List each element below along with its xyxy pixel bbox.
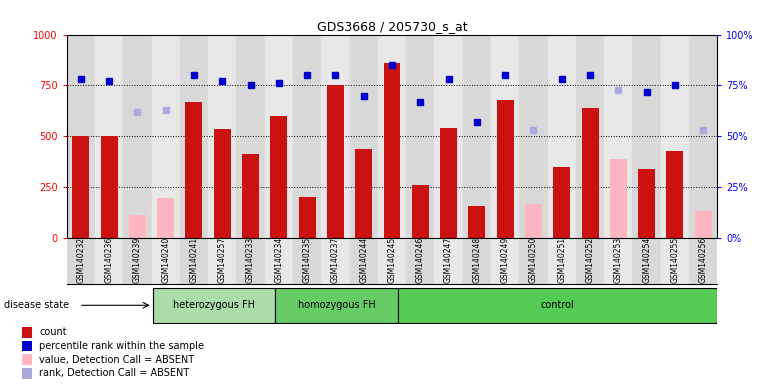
Bar (406, 35, 434, 238)
Text: value, Detection Call = ABSENT: value, Detection Call = ABSENT (39, 354, 194, 364)
Text: control: control (541, 300, 575, 310)
Bar (689, 238, 717, 284)
Bar (72, 136, 89, 238)
Bar (491, 238, 519, 284)
Bar (468, 205, 485, 238)
Bar (378, 238, 406, 284)
Bar (129, 215, 146, 238)
Bar (497, 100, 514, 238)
Bar (123, 238, 151, 284)
Text: rank, Detection Call = ABSENT: rank, Detection Call = ABSENT (39, 368, 190, 378)
Bar (123, 35, 151, 238)
Bar (95, 35, 123, 238)
Bar (661, 35, 689, 238)
Bar (463, 35, 491, 238)
Bar (576, 238, 604, 284)
Bar (270, 116, 287, 238)
Bar (95, 238, 123, 284)
Bar (321, 35, 350, 238)
Bar (434, 238, 463, 284)
Bar (604, 35, 633, 238)
Bar (151, 238, 180, 284)
Bar (242, 154, 259, 238)
Title: GDS3668 / 205730_s_at: GDS3668 / 205730_s_at (317, 20, 467, 33)
Bar (440, 128, 457, 238)
Bar (355, 149, 372, 238)
Bar (22, 354, 32, 365)
Text: disease state: disease state (4, 300, 69, 310)
Text: percentile rank within the sample: percentile rank within the sample (39, 341, 205, 351)
Bar (633, 35, 661, 238)
Bar (157, 199, 174, 238)
Bar (299, 197, 316, 238)
Text: heterozygous FH: heterozygous FH (173, 300, 255, 310)
Bar (293, 35, 321, 238)
Bar (666, 151, 684, 238)
Bar (547, 238, 576, 284)
Bar (547, 35, 576, 238)
Bar (406, 238, 434, 284)
Bar (604, 238, 633, 284)
Bar (695, 210, 712, 238)
Bar (180, 238, 208, 284)
Bar (237, 35, 265, 238)
Bar (22, 368, 32, 379)
Bar (463, 238, 491, 284)
Bar (378, 35, 406, 238)
Bar (153, 288, 275, 323)
Bar (434, 35, 463, 238)
Text: count: count (39, 327, 67, 337)
Bar (327, 86, 344, 238)
Bar (350, 238, 378, 284)
Bar (638, 169, 655, 238)
Bar (525, 205, 542, 238)
Bar (398, 288, 717, 323)
Bar (237, 238, 265, 284)
Bar (633, 238, 661, 284)
Bar (275, 288, 398, 323)
Bar (208, 35, 237, 238)
Bar (293, 238, 321, 284)
Bar (22, 327, 32, 338)
Bar (554, 167, 570, 238)
Bar (265, 35, 293, 238)
Bar (265, 238, 293, 284)
Bar (208, 238, 237, 284)
Bar (67, 35, 95, 238)
Bar (100, 136, 118, 238)
Bar (67, 238, 95, 284)
Bar (321, 238, 350, 284)
Bar (22, 341, 32, 351)
Bar (576, 35, 604, 238)
Bar (151, 35, 180, 238)
Bar (689, 35, 717, 238)
Bar (610, 159, 627, 238)
Bar (412, 185, 429, 238)
Bar (186, 102, 202, 238)
Bar (491, 35, 519, 238)
Text: homozygous FH: homozygous FH (298, 300, 376, 310)
Bar (214, 129, 230, 238)
Bar (582, 108, 598, 238)
Bar (661, 238, 689, 284)
Bar (519, 35, 547, 238)
Bar (519, 238, 547, 284)
Bar (350, 35, 378, 238)
Bar (180, 35, 208, 238)
Bar (383, 63, 401, 238)
